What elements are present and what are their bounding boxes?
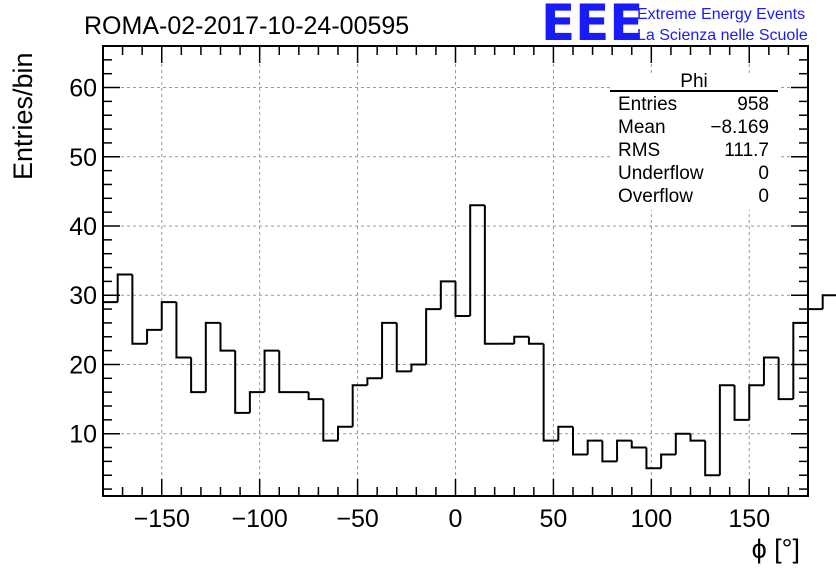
histogram-bin (234, 350, 250, 414)
x-tick-label: −150 (134, 505, 190, 533)
stats-row-label: RMS (618, 140, 660, 161)
histogram-bin (366, 377, 383, 386)
histogram-bin (102, 301, 118, 496)
plot-frame (102, 45, 809, 497)
histogram-bin (395, 322, 412, 373)
stats-row-value: −8.169 (710, 117, 769, 138)
x-tick-label: 0 (449, 505, 463, 533)
x-tick-label: 100 (630, 505, 672, 533)
stats-rows: Entries 958 Mean −8.169 RMS 111.7 Underflow 0 Ov… (618, 94, 769, 207)
histogram-bin (439, 280, 456, 310)
histogram-bin (278, 350, 294, 394)
histogram-bin (674, 432, 691, 455)
stats-box: Phi Entries 958 Mean −8.169 RMS 111.7 Underflo… (610, 71, 778, 210)
histogram-bin (454, 281, 471, 317)
histogram-bin (557, 425, 573, 441)
y-tick-label: 10 (69, 421, 97, 449)
y-tick-label: 20 (69, 351, 97, 379)
histogram-bin (131, 274, 148, 345)
histogram-bin (821, 294, 836, 310)
histogram-bin (483, 205, 500, 345)
x-axis-label: ϕ [°] (752, 534, 800, 564)
histogram-bin (645, 447, 662, 470)
stats-box-background (610, 74, 778, 210)
y-axis-label: Entries/bin (8, 52, 38, 180)
stats-row-value: 0 (758, 163, 769, 184)
histogram-bin (762, 356, 779, 386)
x-tick-label: −50 (336, 505, 378, 533)
histogram-bin (410, 363, 427, 372)
stats-row-label: Entries (618, 94, 677, 115)
histogram-bin (601, 440, 618, 463)
eee-logo-line2: La Scienza nelle Scuole (637, 27, 808, 44)
eee-logo-mark: EEE (541, 0, 643, 52)
histogram-bin (733, 385, 750, 421)
stats-row-label: Overflow (618, 186, 693, 207)
histogram-bin (219, 322, 236, 352)
stats-row-value: 958 (737, 94, 769, 115)
chart-title: ROMA-02-2017-10-24-00595 (84, 12, 409, 40)
histogram-bin (337, 425, 353, 441)
stats-row-label: Mean (618, 117, 666, 138)
histogram-bin (190, 357, 206, 394)
histogram-bin (807, 308, 823, 323)
stats-box-title: Phi (680, 71, 707, 92)
axis-ticks (102, 45, 809, 496)
histogram-bin (263, 349, 280, 393)
histogram-bin (425, 308, 441, 365)
y-tick-label: 60 (69, 75, 97, 103)
x-tick-label: −100 (232, 505, 288, 533)
histogram-bin (792, 321, 808, 400)
histogram-bin (204, 321, 221, 393)
tick-labels: −150 −100 −50 0 50 100 150 10 20 30 40 50 60 (69, 75, 770, 533)
histogram-bin (307, 392, 324, 401)
histogram-bin (660, 453, 676, 469)
histogram-bin (572, 426, 588, 456)
histogram-bin (146, 328, 162, 344)
histogram-bin (248, 391, 265, 413)
histogram-bin (351, 384, 368, 427)
histogram-bin (175, 302, 192, 359)
histogram-bin (704, 440, 720, 477)
histogram-bin (116, 273, 133, 303)
histogram-bin (542, 343, 559, 442)
histogram-bin (513, 335, 529, 344)
histogram-bin (777, 357, 794, 401)
histogram-bin (748, 384, 764, 420)
histogram-bin (160, 301, 177, 330)
y-tick-label: 50 (69, 144, 97, 172)
stats-row-label: Underflow (618, 163, 704, 184)
eee-logo: EEE Extreme Energy Events La Scienza nel… (541, 0, 808, 52)
histogram-bin (381, 321, 397, 379)
histogram-bin (718, 384, 735, 476)
histogram-bin (527, 336, 544, 345)
x-tick-label: 150 (728, 505, 770, 533)
histogram-bin (689, 433, 706, 442)
histogram-bin (630, 440, 647, 449)
histogram-bin (616, 439, 632, 462)
y-tick-label: 30 (69, 282, 97, 310)
stats-row-value: 0 (758, 186, 769, 207)
histogram-bin (469, 204, 485, 316)
histogram-bin (322, 399, 338, 442)
stats-row-value: 111.7 (724, 140, 769, 161)
histogram-series (102, 204, 836, 496)
y-tick-label: 40 (69, 213, 97, 241)
histogram-bin (586, 439, 603, 455)
eee-logo-line1: Extreme Energy Events (637, 6, 805, 23)
x-tick-label: 50 (540, 505, 568, 533)
